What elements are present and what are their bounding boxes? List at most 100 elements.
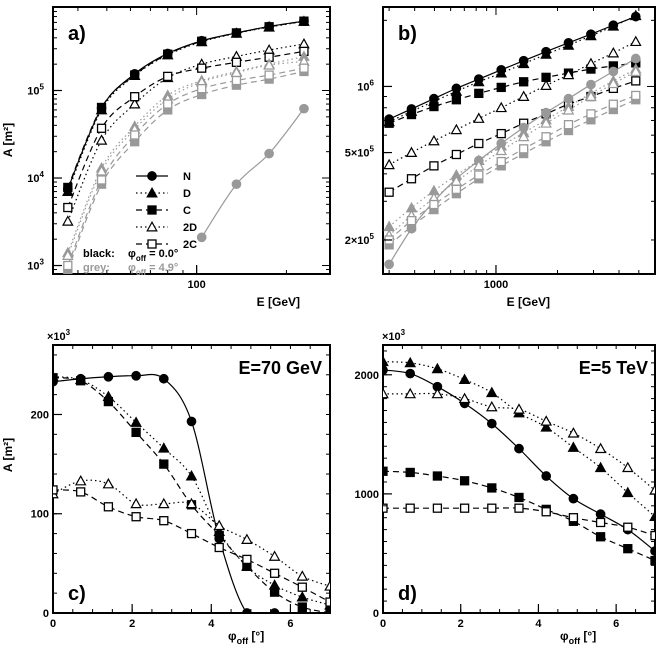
data-point-2D-black [540,79,552,90]
legend-marker-D [146,186,158,198]
legend-label-N: N [183,171,191,183]
data-point-N-black [269,608,280,613]
data-point-D-black [594,461,607,473]
data-point-C-black [63,182,73,193]
data-point-2D-black [383,158,395,170]
data-point-2D-black [157,497,170,509]
data-point-C-black [297,602,307,612]
data-point-N-black [595,509,606,519]
series-line-C-grey [388,99,637,246]
series-line-N-black [53,373,330,613]
x-tick-label: 6 [613,618,619,630]
data-point-C-black [487,483,497,493]
plot-area [383,355,655,566]
data-point-2C-black [242,554,252,565]
x-tick-label: 100 [187,279,205,291]
data-point-2C-black [623,522,633,532]
data-point-2D-black [485,400,498,412]
data-point-C-black [384,118,394,128]
axis-ticks: 1000 2×105 5×105 106 [345,7,656,291]
data-point-2C-grey [429,199,439,210]
data-point-2C-black [269,568,280,578]
data-point-N-black [131,370,141,381]
data-point-2C-grey [63,260,73,271]
data-point-2D-black [567,427,580,438]
series-line-2C-black [388,80,636,193]
data-point-C-black [429,101,439,112]
data-point-C-black [103,396,114,407]
data-point-2D-black [95,134,108,145]
data-point-2C-black [432,503,443,513]
data-point-2D-black [428,134,440,146]
x-tick-label: 0 [50,618,56,630]
y-axis-label: A [m²] [1,123,15,157]
axis-ticks: 0 2 4 6 0 100 200 [31,345,331,630]
data-point-C-black [299,16,309,26]
data-point-C-black [451,95,462,105]
data-point-2D-black [585,57,597,69]
series-line-2C-grey [388,94,636,241]
legend-marker-N [147,171,157,181]
legend-black-label: black: [83,248,115,260]
data-point-2C-black [197,63,207,73]
data-point-2C-grey [608,99,618,109]
data-point-2D-black [540,415,553,426]
data-point-D-black [157,442,170,453]
data-point-C-black [405,467,415,478]
data-point-D-black [517,57,530,69]
data-point-C-black [53,373,58,383]
data-point-2D-black [102,477,115,489]
data-point-2C-black [186,528,197,539]
data-point-2C-black [406,174,417,184]
data-point-D-black [567,441,580,452]
data-point-C-black [595,532,606,542]
series-line-D-black [53,376,330,606]
series-line-D-grey [388,68,637,228]
data-point-2C-black [231,57,242,67]
data-point-2C-grey [130,130,140,140]
series-line-N-black [383,369,655,552]
data-point-C-black [383,466,388,476]
panel-title: E=70 GeV [238,358,322,378]
panel-letter: b) [398,23,417,45]
data-point-N-black [541,471,552,481]
x-axis-label: E [GeV] [507,295,550,309]
series-line-2D-black [388,41,637,166]
legend-label-C: C [183,205,191,217]
data-point-C-black [514,492,524,503]
data-point-2D-grey [472,159,485,171]
y-tick-label: 2000 [355,370,379,382]
data-point-D-black [185,469,198,481]
data-point-2C-grey [541,132,551,142]
data-point-2D-black [450,123,463,135]
data-point-2D-black [495,101,508,113]
y-tick-label: 5×105 [345,145,375,160]
data-point-2D-black [517,90,530,101]
data-point-2D-black [594,442,607,454]
plot-frame [382,6,656,275]
data-point-C-black [406,109,417,120]
x-tick-label: 2 [129,618,135,630]
x-tick-label: 6 [287,618,293,630]
data-point-C-black [264,22,274,32]
x-axis-label: φoff [°] [560,629,596,646]
data-point-2C-black [451,149,462,160]
series-line-N-grey [201,108,305,238]
y-tick-label: 0 [43,608,49,620]
y-exponent-label: ×103 [382,328,406,343]
data-point-2D-black [649,484,655,495]
series-line-N-black [388,16,636,120]
data-point-N-black [405,368,416,379]
y-tick-label: 100 [31,509,49,521]
data-point-N-black [486,418,497,429]
data-point-2C-black [384,187,394,197]
data-point-2C-black [514,503,524,513]
data-point-2C-grey [451,184,462,195]
data-point-C-black [159,459,169,469]
series-line-C-black [53,377,330,613]
data-point-2D-black [404,387,417,399]
data-point-2C-black [459,503,470,513]
data-point-D-black [383,355,389,367]
data-point-C-black [130,70,140,80]
data-point-D-black [585,29,597,41]
